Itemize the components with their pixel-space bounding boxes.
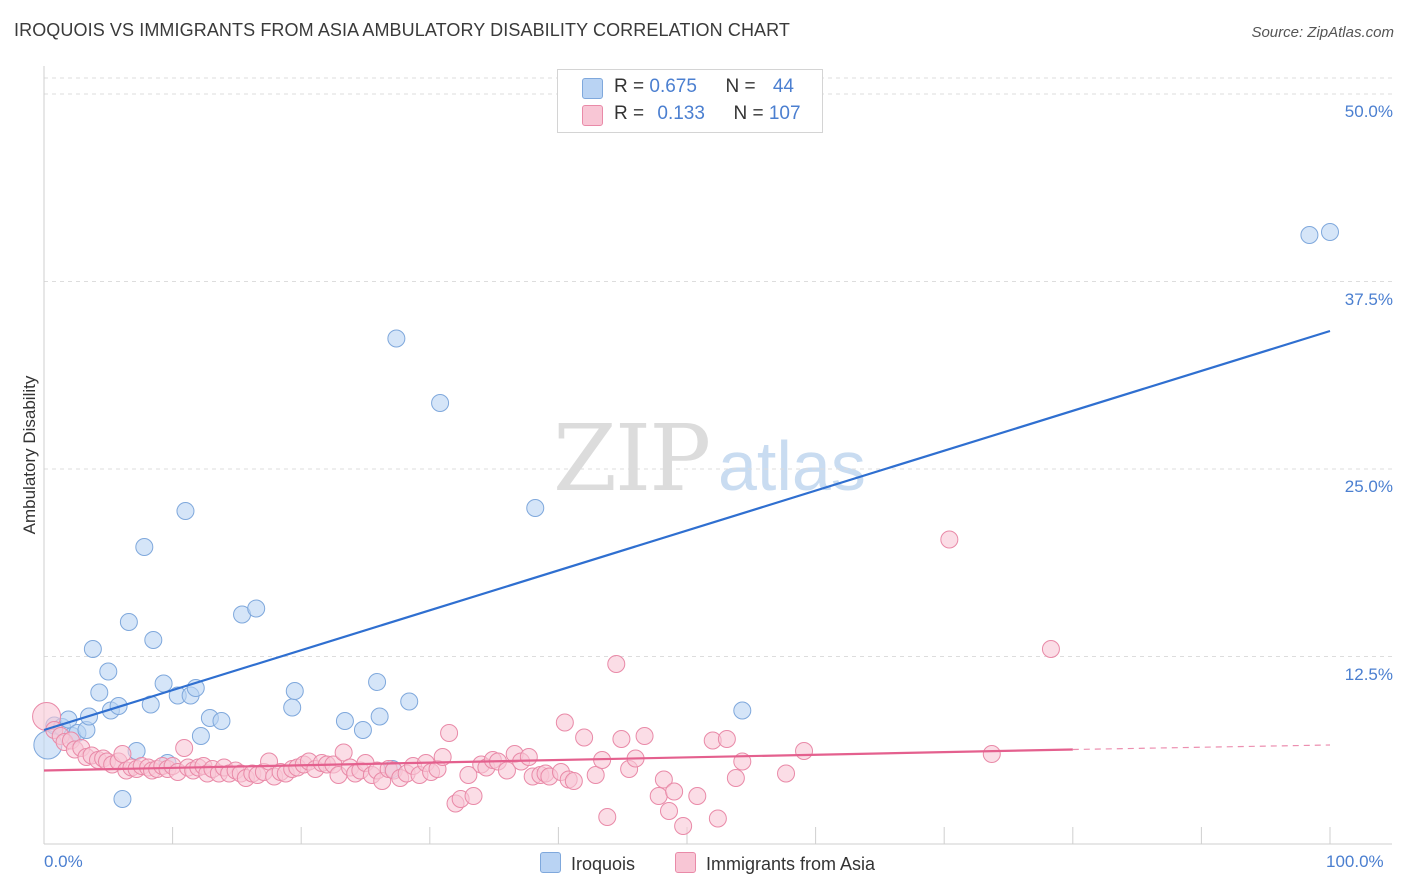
point-asia [777, 764, 796, 783]
point-asia [940, 530, 959, 549]
bottom-legend-iroquois: Iroquois [540, 852, 635, 875]
trend-line-extension-asia [1072, 744, 1331, 751]
y-tick-label: 25.0% [1344, 477, 1393, 496]
y-tick-label: 50.0% [1344, 102, 1393, 121]
point-asia [674, 817, 693, 835]
point-asia [575, 728, 594, 747]
point-asia [440, 724, 459, 742]
point-asia [982, 745, 1001, 763]
point-iroquois [135, 538, 154, 556]
point-iroquois [1300, 226, 1319, 244]
point-asia [612, 730, 631, 748]
point-asia [654, 770, 673, 789]
point-asia [659, 802, 678, 820]
point-asia [334, 743, 353, 762]
point-asia [649, 787, 668, 805]
point-iroquois [400, 692, 419, 711]
legend-swatch-iroquois [582, 78, 603, 99]
point-iroquois [335, 712, 354, 730]
point-asia [726, 769, 745, 787]
point-iroquois [431, 394, 450, 412]
point-asia [464, 787, 483, 805]
legend-swatch-asia [582, 105, 603, 126]
point-asia [717, 730, 736, 748]
legend-n-label: N = [725, 76, 761, 97]
x-tick-label-max: 100.0% [1326, 852, 1384, 871]
point-iroquois [119, 613, 138, 631]
point-iroquois [90, 683, 109, 702]
trend-line-iroquois [43, 329, 1331, 732]
point-iroquois [283, 698, 302, 717]
bottom-legend-label-asia: Immigrants from Asia [706, 854, 876, 874]
bottom-legend-swatch-iroquois [540, 852, 561, 873]
point-iroquois [144, 631, 163, 649]
point-iroquois [353, 721, 372, 739]
y-tick-label: 37.5% [1344, 289, 1393, 309]
trend-line-asia [43, 748, 1073, 772]
bottom-legend-swatch-asia [675, 852, 696, 873]
point-iroquois [285, 682, 304, 700]
point-iroquois [1321, 223, 1339, 241]
point-asia [1041, 640, 1060, 658]
point-iroquois [733, 701, 752, 720]
legend-r-label: R = [614, 76, 650, 97]
point-iroquois [212, 712, 231, 730]
point-asia [175, 739, 194, 757]
point-iroquois [370, 707, 389, 726]
y-tick-label: 12.5% [1344, 664, 1393, 684]
point-asia [564, 772, 583, 790]
legend-r-value-iroquois: 0.675 [649, 76, 697, 97]
legend-r-label: R = [614, 103, 650, 124]
point-iroquois [83, 640, 102, 658]
chart-title: IROQUOIS VS IMMIGRANTS FROM ASIA AMBULAT… [14, 20, 791, 40]
point-iroquois [99, 662, 118, 681]
point-asia [459, 766, 478, 784]
point-iroquois [191, 727, 210, 745]
point-iroquois [368, 673, 387, 691]
point-asia [586, 766, 605, 784]
point-iroquois [154, 674, 173, 693]
point-asia [665, 782, 684, 801]
point-asia [598, 808, 617, 826]
x-tick-label-min: 0.0% [44, 852, 83, 871]
watermark-zip: ZIP [553, 405, 711, 512]
legend-r-value-asia: 0.133 [657, 103, 705, 124]
point-asia [519, 748, 538, 766]
legend-n-value-asia: 107 [768, 103, 801, 124]
point-iroquois [176, 502, 195, 520]
point-asia [708, 809, 727, 828]
point-asia [607, 655, 626, 673]
point-asia [635, 727, 654, 745]
legend-n-value-iroquois: 44 [772, 76, 794, 97]
legend-n-label: N = [733, 103, 769, 124]
point-asia [795, 742, 814, 760]
point-asia [555, 713, 574, 732]
correlation-legend: R = 0.675 N = 44 R = 0.133 N = 107 [557, 69, 823, 133]
point-asia [688, 787, 707, 805]
point-iroquois [526, 499, 545, 517]
point-iroquois [113, 790, 132, 808]
bottom-legend-label-iroquois: Iroquois [571, 854, 636, 874]
chart-source: Source: ZipAtlas.com [1251, 24, 1394, 41]
watermark-atlas: atlas [718, 427, 866, 505]
point-iroquois [387, 329, 406, 348]
point-iroquois [247, 599, 266, 618]
bottom-legend-asia: Immigrants from Asia [675, 852, 875, 875]
